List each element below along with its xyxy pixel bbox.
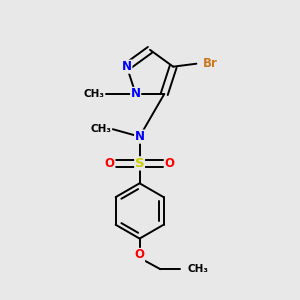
Text: CH₃: CH₃ [83, 89, 104, 99]
Text: S: S [135, 157, 144, 170]
Text: O: O [135, 248, 145, 261]
Text: O: O [105, 157, 115, 170]
Text: Br: Br [203, 57, 218, 70]
Text: N: N [131, 87, 141, 101]
Text: O: O [164, 157, 174, 170]
Text: N: N [135, 130, 145, 143]
Text: N: N [122, 60, 132, 73]
Text: CH₃: CH₃ [187, 264, 208, 274]
Text: CH₃: CH₃ [90, 124, 111, 134]
